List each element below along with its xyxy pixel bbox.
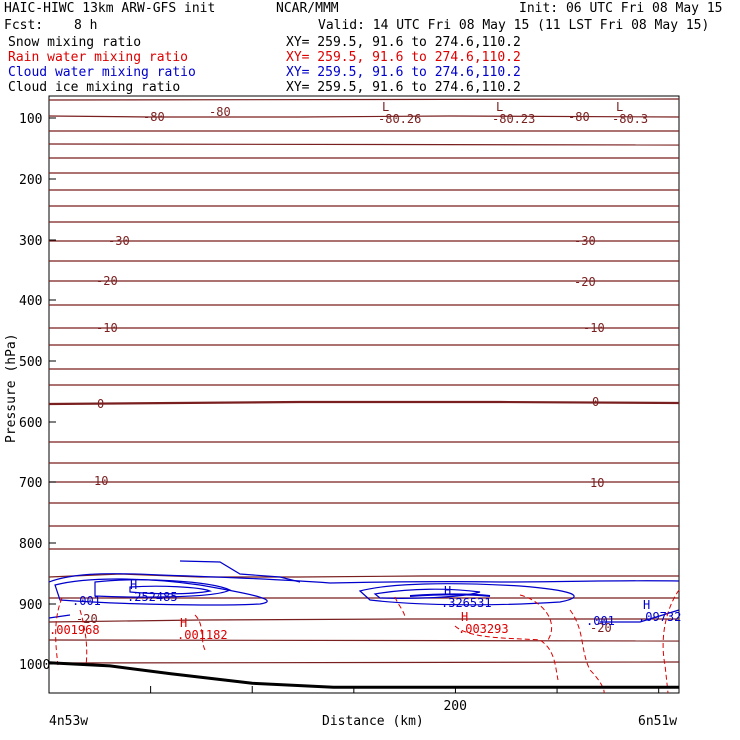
field-name-cloud-ice: Cloud ice mixing ratio — [8, 80, 181, 95]
temp-label: 10 — [94, 474, 108, 488]
temp-label: -20 — [96, 274, 118, 288]
temp-contour — [48, 115, 680, 118]
cloud-water-contour — [54, 578, 268, 606]
temp-contour — [48, 573, 679, 578]
field-xy-snow: XY= 259.5, 91.6 to 274.6,110.2 — [286, 35, 521, 50]
temp-label: -30 — [108, 234, 130, 248]
temp-label: 0 — [592, 395, 599, 409]
x-axis: 200 — [48, 686, 660, 714]
y-tick-label: 900 — [19, 598, 42, 613]
y-axis: 100 200 300 400 500 600 700 800 900 1000 — [19, 112, 56, 673]
high-mark: H — [643, 598, 650, 612]
temp-contour — [48, 639, 680, 642]
temperature-contours — [48, 98, 680, 664]
forecast-label: Fcst: — [4, 18, 44, 33]
org-label: NCAR/MMM — [276, 1, 339, 16]
y-tick-label: 500 — [19, 355, 42, 370]
plot-frame — [48, 95, 680, 694]
cloud-water-contour — [129, 585, 213, 595]
temp-contour — [48, 98, 680, 101]
cloud-water-value: .001 — [586, 614, 615, 628]
low-mark: L — [616, 100, 623, 114]
temp-contour — [48, 618, 679, 623]
cloud-water-contour — [600, 609, 680, 623]
temp-label: -20 — [590, 621, 612, 635]
cloud-water-contour — [179, 560, 301, 583]
cloud-water-value: .001 — [72, 594, 101, 608]
rain-contour — [569, 609, 605, 694]
y-axis-title: Pressure (hPa) — [4, 333, 19, 443]
low-value: -80.26 — [378, 112, 421, 126]
high-mark: H — [444, 584, 451, 598]
x-end-left-label: 4n53w — [49, 714, 88, 729]
temp-label: -80 — [209, 105, 231, 119]
low-mark: L — [496, 100, 503, 114]
field-xy-cloud-water: XY= 259.5, 91.6 to 274.6,110.2 — [286, 65, 521, 80]
rain-contour — [662, 589, 680, 694]
cloud-water-contours — [48, 560, 680, 623]
cloud-water-contour — [94, 579, 232, 598]
field-xy-rain: XY= 259.5, 91.6 to 274.6,110.2 — [286, 50, 521, 65]
rain-contour — [454, 625, 559, 681]
temp-label: -80 — [568, 110, 590, 124]
rain-contour — [79, 609, 88, 666]
temp-label: -10 — [583, 321, 605, 335]
high-mark: H — [130, 578, 137, 592]
temp-label: 10 — [590, 476, 604, 490]
cloud-water-contour — [48, 573, 680, 584]
cloud-water-contour — [358, 583, 575, 606]
field-name-rain: Rain water mixing ratio — [8, 50, 189, 65]
low-mark: L — [382, 100, 389, 114]
high-mark: H — [461, 610, 468, 624]
y-tick-label: 400 — [19, 294, 42, 309]
rain-value: .001968 — [49, 623, 100, 637]
x-axis-title: Distance (km) — [322, 714, 424, 729]
rain-contour — [194, 614, 206, 651]
high-value: .001182 — [177, 628, 228, 642]
temp-contour — [48, 661, 680, 664]
field-name-snow: Snow mixing ratio — [8, 35, 142, 50]
rain-contour — [55, 597, 63, 666]
field-xy-cloud-ice: XY= 259.5, 91.6 to 274.6,110.2 — [286, 80, 521, 95]
cloud-water-contour — [409, 593, 491, 597]
temp-label: -30 — [574, 234, 596, 248]
temp-label: 0 — [97, 397, 104, 411]
high-value: .003293 — [458, 622, 509, 636]
y-tick-label: 200 — [19, 173, 42, 188]
cloud-water-contour — [48, 614, 71, 619]
y-tick-label: 800 — [19, 537, 42, 552]
temp-label: -10 — [96, 321, 118, 335]
forecast-hours: 8 h — [74, 18, 98, 33]
y-tick-label: 700 — [19, 476, 42, 491]
rain-contour — [394, 596, 406, 619]
rain-water-contours — [55, 589, 680, 694]
temp-label: -20 — [574, 275, 596, 289]
temp-contour — [48, 400, 680, 406]
y-tick-label: 100 — [19, 112, 42, 127]
x-end-right-label: 6n51w — [638, 714, 677, 729]
high-value: .252485 — [127, 590, 178, 604]
temp-contour — [48, 143, 680, 146]
field-name-cloud-water: Cloud water mixing ratio — [8, 65, 196, 80]
init-time: Init: 06 UTC Fri 08 May 15 — [519, 1, 723, 16]
rain-contour — [519, 594, 553, 641]
high-mark: H — [180, 616, 187, 630]
y-tick-label: 1000 — [19, 658, 50, 673]
temp-label: -80 — [143, 110, 165, 124]
high-value: .09732 — [638, 610, 681, 624]
y-tick-label: 300 — [19, 234, 42, 249]
cloud-water-contour — [373, 588, 481, 599]
model-title: HAIC-HIWC 13km ARW-GFS init — [4, 1, 216, 16]
valid-time: Valid: 14 UTC Fri 08 May 15 (11 LST Fri … — [318, 18, 710, 33]
y-tick-label: 600 — [19, 416, 42, 431]
extrema-labels: L -80.26 L -80.23 L -80.3 H .252485 H .3… — [49, 100, 681, 642]
low-value: -80.3 — [612, 112, 648, 126]
terrain-line — [48, 661, 679, 689]
temp-label: -20 — [76, 612, 98, 626]
low-value: -80.23 — [492, 112, 535, 126]
x-tick-label: 200 — [443, 699, 466, 714]
high-value: .326531 — [441, 596, 492, 610]
temperature-labels: -80 -80 -80 -30 -30 -20 -20 -10 -10 0 0 … — [76, 105, 612, 635]
